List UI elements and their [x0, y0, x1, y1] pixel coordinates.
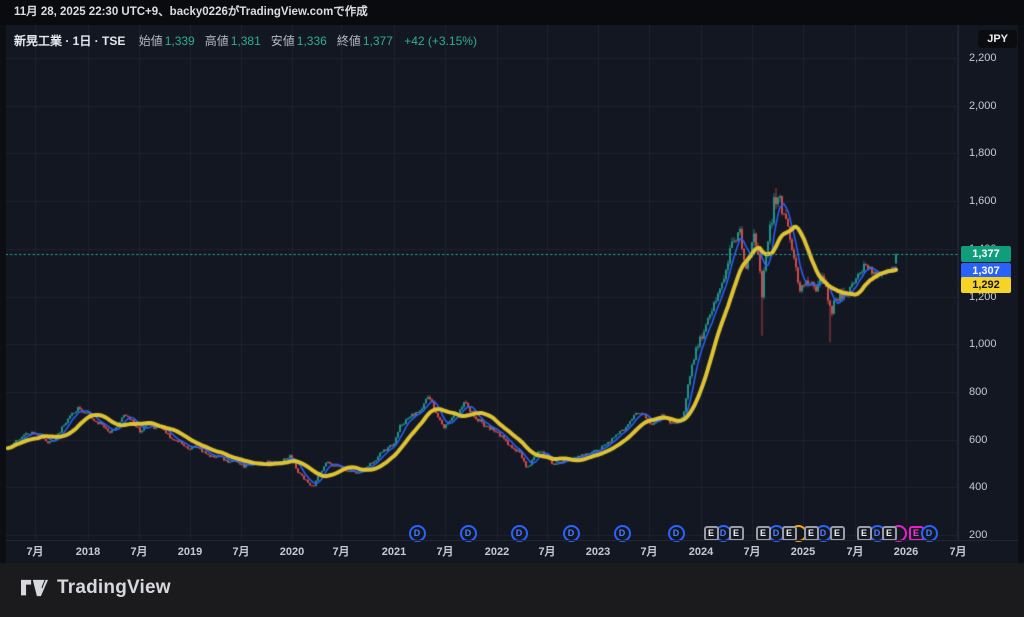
ohlc-field-label: 高値 [204, 34, 229, 48]
time-tick-label: 7月 [232, 546, 250, 558]
price-tick-label: 2,200 [969, 52, 997, 64]
ohlc-field-value: 1,381 [230, 34, 261, 48]
dividend-marker[interactable]: D [562, 524, 580, 542]
earnings-marker[interactable]: E [881, 525, 897, 541]
ohlc-field-value: 1,336 [296, 34, 327, 48]
earnings-marker[interactable]: E [829, 525, 845, 541]
footer-bar: TradingView [0, 563, 1024, 617]
tradingview-brand[interactable]: TradingView [21, 576, 171, 600]
earnings-marker[interactable]: E [856, 525, 872, 541]
tradingview-logo-icon [21, 579, 48, 597]
time-tick-label: 7月 [436, 546, 454, 558]
ohlc-field-label: 安値 [270, 34, 295, 48]
price-tick-label: 2,000 [969, 99, 997, 112]
currency-toggle-button[interactable]: JPY [978, 30, 1017, 48]
earnings-marker[interactable]: E [781, 525, 797, 541]
price-tick-label: 800 [969, 385, 988, 398]
time-tick-label: 2025 [790, 546, 816, 558]
time-tick-label: 2026 [893, 546, 919, 558]
time-tick-label: 2019 [177, 546, 203, 558]
price-tick-label: 1,200 [969, 290, 997, 303]
time-axis[interactable]: 7月 2018 7月 2019 7月 2020 7月 2021 7月 2022 7月 2023 7月 20… [6, 540, 1018, 564]
brand-name: TradingView [57, 577, 171, 598]
chart-legend: 新晃工業 · 1日 · TSE 始値 1,339 高値 1,381 安値 1,336 終値 1… [14, 32, 477, 49]
ma-fast-price-badge: 1,307 [961, 263, 1011, 279]
time-tick-label: 2022 [484, 546, 510, 558]
price-tick-label: 400 [969, 481, 988, 494]
time-tick-label: 7月 [743, 546, 761, 558]
ohlc-field-value: 1,377 [362, 34, 393, 48]
change-value: +42 (+3.15%) [404, 34, 477, 48]
time-tick-label: 7月 [949, 546, 967, 558]
time-tick-label: 7月 [538, 546, 556, 558]
time-tick-label: 7月 [640, 546, 658, 558]
price-tick-label: 600 [969, 433, 988, 446]
candlestick-chart-canvas[interactable] [6, 25, 958, 540]
ma-slow-price-badge: 1,292 [961, 277, 1011, 293]
attribution-bar: 11月 28, 2025 22:30 UTC+9、backy0226がTradi… [0, 0, 1024, 25]
time-tick-label: 2023 [585, 546, 611, 558]
time-tick-label: 7月 [332, 546, 350, 558]
last-price-badge: 1,377 [961, 246, 1011, 262]
earnings-marker[interactable]: E [728, 525, 744, 541]
attribution-text: 11月 28, 2025 22:30 UTC+9、backy0226がTradi… [14, 6, 368, 18]
price-tick-label: 1,800 [969, 147, 997, 160]
time-tick-label: 2021 [381, 546, 407, 558]
dividend-marker[interactable]: D [459, 524, 477, 542]
time-tick-label: 7月 [26, 546, 44, 558]
price-axis[interactable]: JPY 2,2002,0001,8001,6001,4001,2001,0008… [958, 25, 1019, 541]
ohlc-values: 始値 1,339 高値 1,381 安値 1,336 終値 1,377 [129, 34, 393, 48]
dividend-marker[interactable]: D [667, 524, 685, 542]
dividend-marker[interactable]: D [920, 524, 938, 542]
earnings-marker[interactable]: E [703, 525, 719, 541]
ohlc-field-label: 始値 [138, 34, 163, 48]
ohlc-field-label: 終値 [336, 34, 361, 48]
price-tick-label: 1,600 [969, 195, 997, 208]
chart-row: 新晃工業 · 1日 · TSE 始値 1,339 高値 1,381 安値 1,336 終値 1… [0, 25, 1024, 563]
symbol-title[interactable]: 新晃工業 · 1日 · TSE [14, 34, 126, 48]
dividend-marker[interactable]: D [510, 524, 528, 542]
ohlc-field-value: 1,339 [164, 34, 195, 48]
price-tick-label: 200 [969, 529, 988, 541]
dividend-marker[interactable]: D [613, 524, 631, 542]
price-tick-label: 1,000 [969, 338, 997, 351]
earnings-marker[interactable]: E [755, 525, 771, 541]
dividend-marker[interactable]: D [408, 524, 426, 542]
chart-frame: 新晃工業 · 1日 · TSE 始値 1,339 高値 1,381 安値 1,336 終値 1… [6, 25, 1018, 563]
time-tick-label: 7月 [130, 546, 148, 558]
time-tick-label: 2020 [279, 546, 305, 558]
time-tick-label: 7月 [846, 546, 864, 558]
time-tick-label: 2024 [688, 546, 714, 558]
earnings-marker[interactable]: E [803, 525, 819, 541]
time-tick-label: 2018 [75, 546, 101, 558]
